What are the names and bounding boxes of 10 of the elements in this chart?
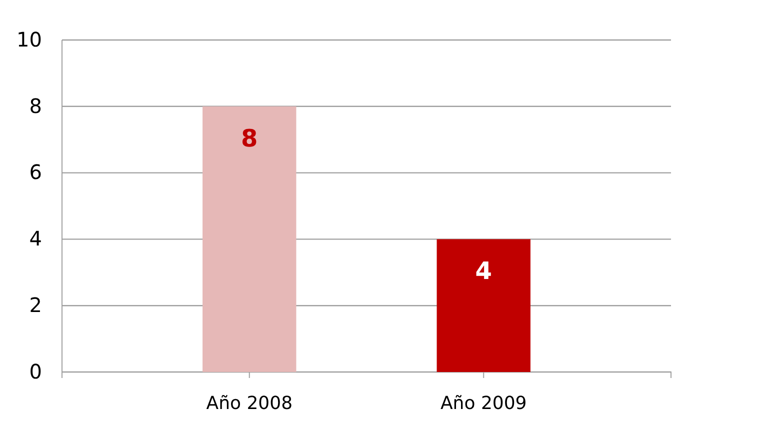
- data-label: 8: [241, 124, 258, 152]
- y-tick-label: 6: [29, 160, 42, 184]
- y-tick-label: 10: [16, 27, 42, 52]
- y-tick-label: 8: [29, 94, 42, 118]
- y-tick-label: 2: [29, 293, 42, 317]
- y-tick-label: 0: [29, 359, 42, 384]
- x-tick-label: Año 2009: [440, 392, 527, 414]
- x-tick-label: Año 2008: [206, 392, 293, 414]
- y-tick-label: 4: [29, 226, 42, 251]
- data-label: 4: [475, 257, 492, 286]
